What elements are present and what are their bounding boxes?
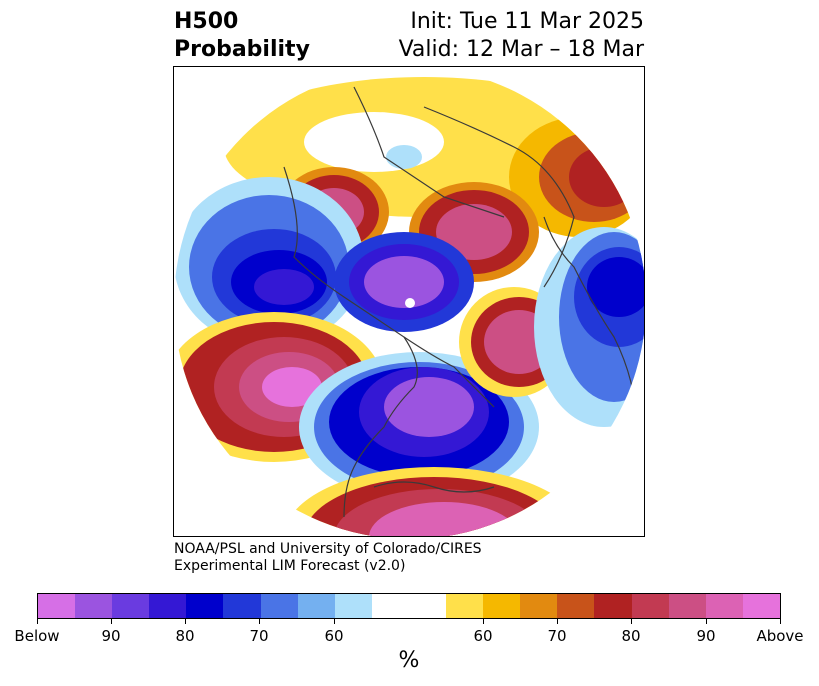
- colorbar-tick-label: 90: [696, 627, 716, 645]
- colorbar-tick-label: 90: [101, 627, 121, 645]
- colorbar-segment: [520, 594, 558, 618]
- colorbar-tick-label: 80: [175, 627, 195, 645]
- colorbar: [37, 593, 781, 619]
- colorbar-tickmark: [334, 619, 335, 624]
- colorbar-segment: [483, 594, 521, 618]
- init-date: Init: Tue 11 Mar 2025: [410, 9, 644, 34]
- colorbar-tick-label: Above: [756, 627, 804, 645]
- colorbar-segment: [112, 594, 150, 618]
- credit: NOAA/PSL and University of Colorado/CIRE…: [174, 541, 482, 575]
- map-panel: [173, 66, 645, 537]
- colorbar-segment: [38, 594, 76, 618]
- colorbar-segment: [631, 594, 669, 618]
- colorbar-segment: [446, 594, 484, 618]
- title-right: Init: Tue 11 Mar 2025 Valid: 12 Mar – 18…: [399, 8, 644, 64]
- coastlines: [283, 86, 635, 518]
- colorbar-segment: [223, 594, 261, 618]
- colorbar-segment: [705, 594, 743, 618]
- colorbar-unit: %: [398, 648, 420, 673]
- title-left: H500 Probability: [174, 8, 310, 64]
- credit-line-1: NOAA/PSL and University of Colorado/CIRE…: [174, 541, 482, 557]
- colorbar-tickmark: [631, 619, 632, 624]
- valid-range: Valid: 12 Mar – 18 Mar: [398, 37, 644, 62]
- colorbar-tickmark: [259, 619, 260, 624]
- colorbar-segment: [594, 594, 632, 618]
- above-cell-asia: [409, 182, 539, 282]
- colorbar-tick-label: 70: [249, 627, 269, 645]
- below-cell-north-america: [299, 352, 539, 502]
- colorbar-segment: [297, 594, 335, 618]
- probability-label: Probability: [174, 37, 310, 62]
- colorbar-segment: [260, 594, 298, 618]
- below-cell-pole: [334, 232, 474, 332]
- polar-map: [174, 67, 644, 536]
- colorbar-tickmark: [37, 619, 38, 624]
- credit-line-2: Experimental LIM Forecast (v2.0): [174, 558, 406, 574]
- colorbar-tick-label: 60: [473, 627, 493, 645]
- colorbar-segment: [371, 594, 409, 618]
- colorbar-segment: [742, 594, 780, 618]
- colorbar-tickmark: [780, 619, 781, 624]
- colorbar-tickmark: [111, 619, 112, 624]
- colorbar-tick-label: 80: [621, 627, 641, 645]
- above-cell-south: [284, 467, 584, 536]
- colorbar-tickmark: [706, 619, 707, 624]
- colorbar-tickmark: [185, 619, 186, 624]
- colorbar-segment: [668, 594, 706, 618]
- probability-field: [174, 67, 644, 536]
- colorbar-segment: [149, 594, 187, 618]
- colorbar-tick-label: Below: [14, 627, 60, 645]
- colorbar-segment: [557, 594, 595, 618]
- colorbar-tickmark: [483, 619, 484, 624]
- colorbar-segment: [408, 594, 447, 618]
- colorbar-segment: [334, 594, 372, 618]
- colorbar-tick-label: 60: [324, 627, 344, 645]
- colorbar-tick-label: 70: [547, 627, 567, 645]
- pole-marker: [405, 298, 415, 308]
- colorbar-segment: [75, 594, 113, 618]
- colorbar-tickmark: [557, 619, 558, 624]
- colorbar-segment: [186, 594, 224, 618]
- variable-label: H500: [174, 9, 239, 34]
